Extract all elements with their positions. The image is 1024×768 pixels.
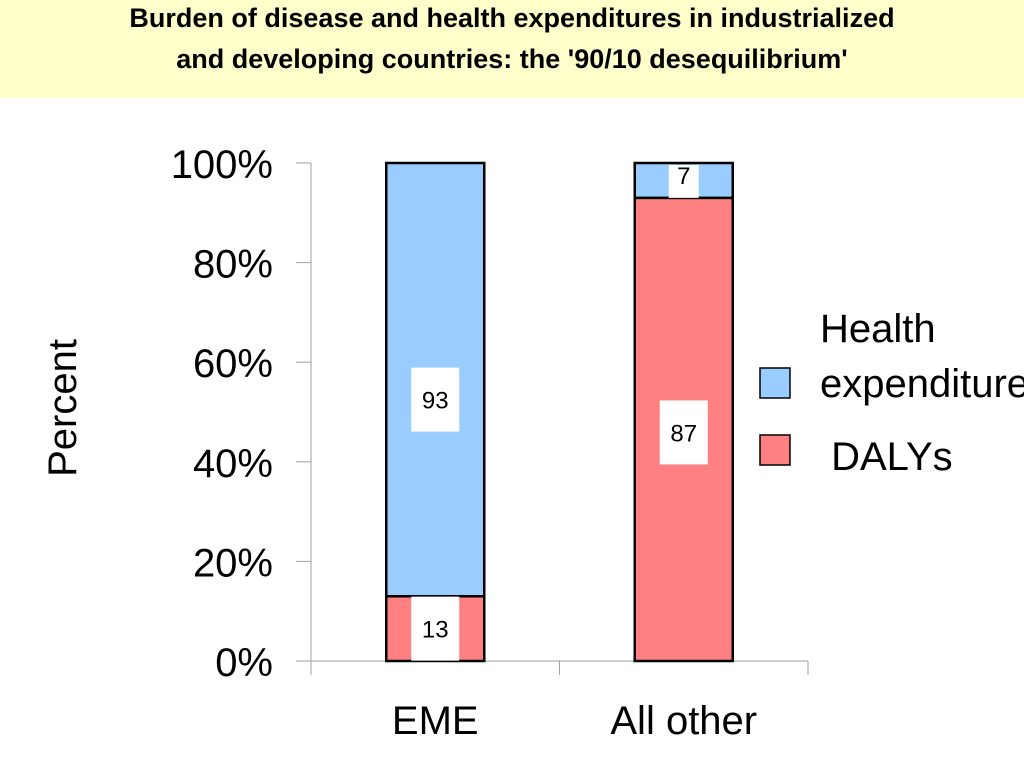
chart-axes: 0% 20% 40% 60% 80% 100% [171,143,809,685]
legend-label: DALYs [820,435,953,479]
legend-swatch [759,434,791,466]
y-tick-label: 40% [193,442,273,486]
chart-legend: Health expenditures DALYs [759,307,1024,479]
legend-swatch [759,367,791,399]
y-axis-title: Percent [41,339,85,477]
x-category-label: All other [610,699,757,743]
data-label-box [411,367,460,432]
x-category-label: EME [392,699,479,743]
data-label: 13 [422,617,449,644]
y-tick-label: 0% [215,641,273,685]
y-tick-label: 60% [193,342,273,386]
chart-title-line-2: and developing countries: the '90/10 des… [176,44,848,74]
chart-title-line-1: Burden of disease and health expenditure… [129,3,895,33]
y-tick-label: 20% [193,541,273,585]
data-label: 87 [670,420,697,447]
data-label: 93 [422,388,449,415]
data-label-box [659,400,708,465]
title-banner: Burden of disease and health expenditure… [0,0,1024,98]
legend-label: expenditures [820,362,1024,406]
data-label-box [668,165,699,198]
legend-label: Health [820,307,936,351]
data-label: 7 [677,163,690,190]
y-tick-label: 80% [193,243,273,287]
data-label-box [411,596,460,661]
y-tick-label: 100% [171,143,273,187]
chart-bars: 13 93 EME 7 87 All other [385,161,757,743]
